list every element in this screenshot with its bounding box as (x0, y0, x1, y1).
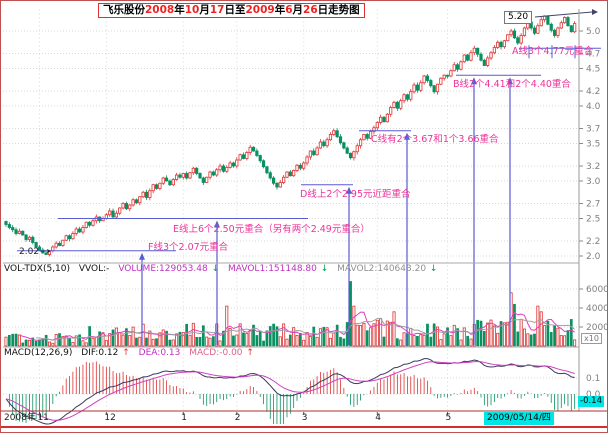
annotation-line-a: A线3个4.77元重合 (512, 46, 594, 57)
annotation-line-d: D线上2个2.95元近距重合 (300, 189, 411, 200)
candlestick-series (4, 15, 577, 257)
dea-value: DEA:0.13 (138, 348, 181, 358)
dif-value: DIF:0.12 (81, 348, 119, 358)
svg-text:2000: 2000 (586, 323, 608, 333)
x-axis-month-label: 2 (234, 413, 241, 423)
macd-value: MACD:-0.00 (189, 348, 243, 358)
annotation-line-b: B线2个4.41和2个4.40重合 (453, 79, 571, 90)
svg-text:5.0: 5.0 (586, 27, 601, 37)
x-axis-month-label: 5 (445, 413, 452, 423)
volume-pane-header: VOL-TDX(5,10) VVOL:- VOLUME:129053.48 ↓ … (4, 264, 443, 275)
x-axis-month-label: 3 (301, 413, 308, 423)
svg-text:0.0: 0.0 (586, 390, 601, 400)
annotation-line-e: E线上6个2.50元重合（另有两个2.49元重合） (173, 224, 370, 235)
low-price-value: 2.02 (19, 247, 40, 257)
svg-text:2.0: 2.0 (586, 252, 601, 262)
macd-series (5, 358, 576, 425)
svg-text:3.2: 3.2 (586, 162, 600, 172)
title-segment: 日至 (224, 4, 246, 16)
svg-text:6000: 6000 (586, 285, 608, 295)
vvol-label: VVOL:- (78, 264, 110, 274)
annotation-lines (17, 9, 601, 345)
title-segment: 年 (174, 4, 185, 16)
svg-text:2.5: 2.5 (586, 215, 600, 225)
title-segment: 2009 (245, 4, 275, 16)
mavol1-value: MAVOL1:151148.80 (228, 264, 317, 274)
macd-pane-header: MACD(12,26,9) DIF:0.12 ↑ DEA:0.13 MACD:-… (4, 348, 260, 359)
axis-tick-labels: 5.0 4.7 4.5 4.2 4.0 3.7 3.5 3.2 3.0 2.7 2.5 2.2 2.0 6… (586, 27, 608, 400)
volume-unit-label: x10 (581, 333, 602, 344)
svg-text:4.5: 4.5 (586, 65, 600, 75)
title-segment: 6 (285, 4, 293, 16)
mavol2-value: MAVOL2:140643.20 (337, 264, 427, 274)
svg-text:4.2: 4.2 (586, 87, 600, 97)
svg-text:2.2: 2.2 (586, 237, 600, 247)
svg-text:4000: 4000 (586, 304, 608, 314)
svg-text:3.5: 3.5 (586, 140, 600, 150)
svg-text:4.7: 4.7 (586, 50, 600, 60)
volume-series (4, 281, 577, 347)
chart-title-box: 飞乐股份2008年10月17日至2009年6月26日走势图 (98, 3, 365, 18)
title-segment: 月 (199, 4, 210, 16)
svg-text:3.7: 3.7 (586, 125, 600, 135)
high-price-callout: 5.20 (504, 11, 533, 24)
macd-current-value-badge: -0.14 (578, 396, 604, 407)
macd-up-arrow-icon: ↑ (246, 348, 254, 358)
title-segment: 飞乐股份 (103, 4, 145, 16)
x-axis-month-label: 1 (181, 413, 188, 423)
svg-text:0.1: 0.1 (586, 374, 600, 384)
mavol2-down-arrow-icon: ↓ (429, 264, 438, 274)
title-segment: 17 (209, 4, 225, 16)
mavol1-down-arrow-icon: ↓ (320, 264, 329, 274)
title-segment: 2008 (145, 4, 175, 16)
crosshair-date-badge: 2009/05/14/四 (484, 412, 554, 425)
macd-indicator-label: MACD(12,26,9) (4, 348, 73, 358)
svg-text:4.0: 4.0 (586, 102, 601, 112)
title-segment: 年 (274, 4, 286, 16)
x-axis-month-label: 4 (375, 413, 382, 423)
annotation-line-c: C线有2个3.67和1个3.66重合 (371, 134, 499, 145)
volume-indicator-label: VOL-TDX(5,10) (4, 264, 71, 274)
dif-up-arrow-icon: ↑ (122, 348, 130, 358)
x-axis-month-label: 11 (37, 413, 49, 423)
title-segment: 月 (292, 4, 304, 16)
separators (1, 9, 607, 428)
x-axis-year-label: 2008年 (4, 413, 36, 423)
chart-title: 飞乐股份2008年10月17日至2009年6月26日走势图 (103, 4, 360, 16)
volume-down-arrow-icon: ↓ (211, 264, 220, 274)
title-segment: 10 (184, 4, 200, 16)
title-segment: 日走势图 (317, 4, 360, 16)
annotation-line-f: F线3个2.07元重合 (148, 242, 229, 253)
x-axis: 2008年 11 12 1 2 3 4 5 (1, 413, 607, 426)
x-axis-month-label: 12 (104, 413, 116, 423)
title-segment: 26 (303, 4, 318, 16)
gridlines (3, 9, 583, 415)
svg-text:2.7: 2.7 (586, 200, 600, 210)
svg-text:3.0: 3.0 (586, 177, 601, 187)
right-arrow-icon: → (39, 247, 52, 257)
low-price-label: 2.02→ (19, 247, 51, 258)
volume-value: VOLUME:129053.48 (118, 264, 208, 274)
